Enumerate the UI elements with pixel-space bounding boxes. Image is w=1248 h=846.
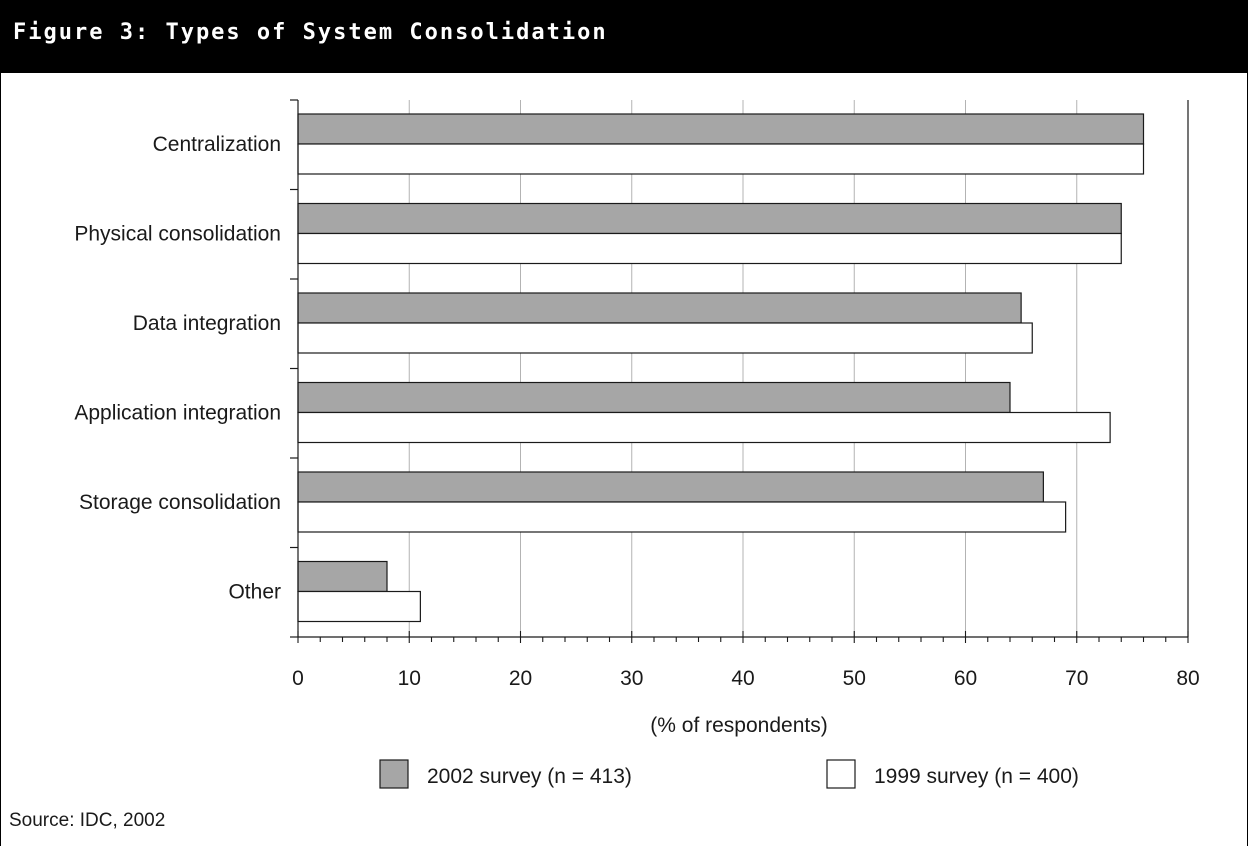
bar-1999-1 — [297, 232, 1122, 265]
x-tick-label: 10 — [398, 667, 421, 690]
category-label: Storage consolidation — [79, 491, 281, 514]
category-label: Physical consolidation — [74, 223, 281, 246]
bar-1999-5 — [297, 590, 421, 623]
x-tick-label: 50 — [843, 667, 866, 690]
x-tick-label: 60 — [954, 667, 977, 690]
figure-title: Figure 3: Types of System Consolidation — [13, 20, 608, 45]
bar-2002-2 — [297, 292, 1022, 324]
bar-1999-4 — [297, 501, 1067, 533]
bar-1999-2 — [297, 322, 1033, 354]
x-axis-title: (% of respondents) — [650, 714, 827, 737]
x-tick-label: 70 — [1065, 667, 1088, 690]
bar-2002-0 — [297, 113, 1145, 145]
legend-label-1999: 1999 survey (n = 400) — [874, 765, 1079, 788]
legend-swatch-1999 — [826, 759, 856, 789]
category-label: Centralization — [153, 133, 281, 156]
bar-2002-3 — [297, 381, 1011, 414]
category-label: Other — [228, 581, 281, 604]
labels: Centralization Physical consolidation Data… — [74, 133, 1199, 737]
bar-2002-4 — [297, 471, 1044, 503]
bar-2002-5 — [297, 560, 388, 593]
legend-swatch-2002 — [379, 759, 409, 789]
x-tick-label: 80 — [1176, 667, 1199, 690]
bar-1999-0 — [297, 143, 1145, 175]
source-note: Source: IDC, 2002 — [9, 810, 166, 831]
x-tick-label: 30 — [620, 667, 643, 690]
grid-lines — [408, 100, 1189, 637]
legend: 2002 survey (n = 413) 1999 survey (n = 40… — [379, 759, 1079, 789]
bar-chart: Centralization Physical consolidation Data… — [74, 99, 1200, 789]
legend-label-2002: 2002 survey (n = 413) — [427, 765, 632, 788]
bar-2002-1 — [297, 202, 1122, 235]
category-label: Data integration — [133, 312, 281, 335]
bars — [297, 113, 1145, 623]
x-tick-label: 40 — [731, 667, 754, 690]
category-label: Application integration — [74, 402, 281, 425]
x-tick-label: 20 — [509, 667, 532, 690]
axes — [290, 99, 1189, 643]
bar-1999-3 — [297, 411, 1111, 444]
x-tick-label: 0 — [292, 667, 304, 690]
figure-header: Figure 3: Types of System Consolidation — [1, 0, 1248, 73]
